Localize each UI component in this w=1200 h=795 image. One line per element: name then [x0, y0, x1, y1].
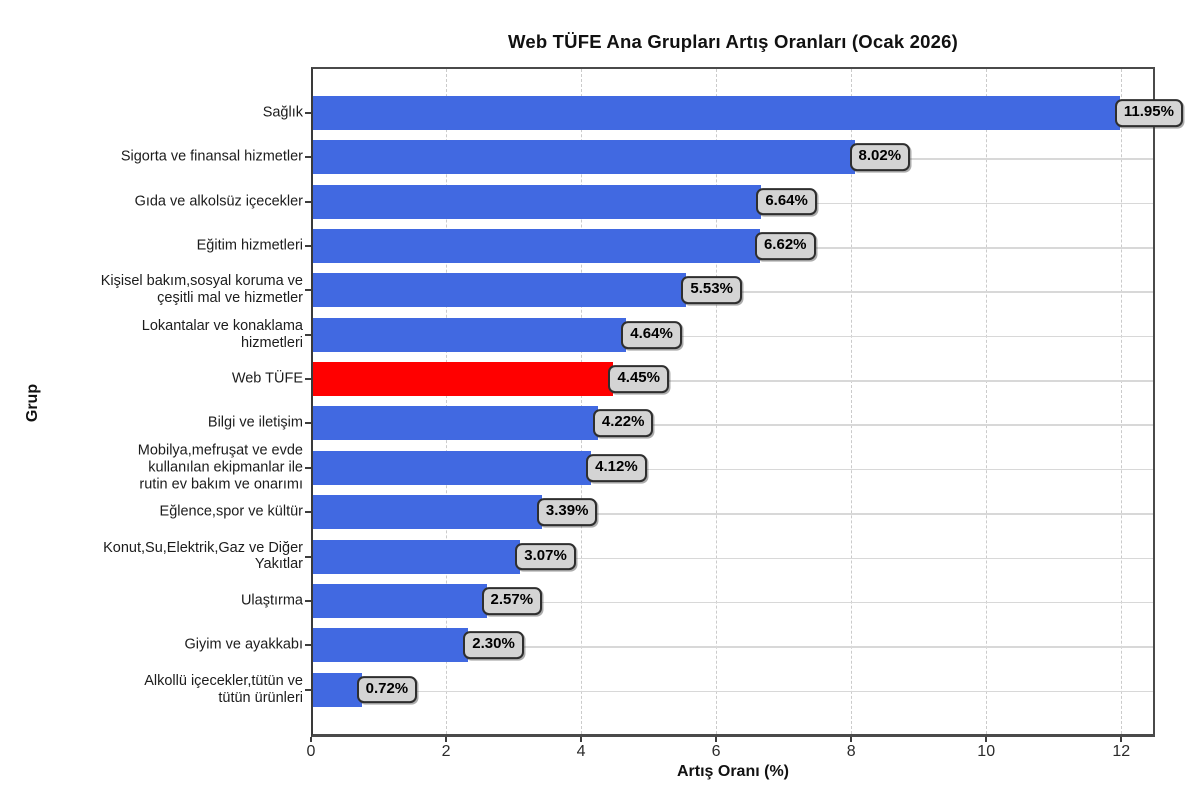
- bar: [313, 406, 598, 441]
- category-label: Eğlence,spor ve kültür: [159, 503, 303, 520]
- x-tick-label: 0: [306, 743, 316, 760]
- highlight-bar: [313, 362, 614, 397]
- bar-value-chip: 6.64%: [756, 187, 817, 216]
- bar-value-chip: 4.45%: [608, 365, 669, 393]
- h-gridline: [313, 601, 1153, 604]
- h-gridline: [313, 646, 1153, 648]
- v-gridline: [851, 69, 853, 734]
- x-tick-label: 4: [576, 743, 586, 760]
- bar-value-chip: 3.07%: [515, 542, 576, 571]
- x-tick-label: 8: [846, 743, 856, 760]
- y-tick-mark: [305, 688, 311, 691]
- y-tick-mark: [305, 599, 311, 602]
- category-label: Web TÜFE: [231, 370, 303, 387]
- plot-area: 11.95% 8.02% 6.64% 6.62% 5.53% 4.64% 4.45% 4.22…: [311, 67, 1183, 737]
- x-tick-mark: [1120, 737, 1123, 742]
- x-tick-mark: [445, 737, 448, 742]
- category-label: Sigorta ve finansal hizmetler: [120, 148, 303, 165]
- y-tick-mark: [305, 378, 311, 381]
- bar: [313, 273, 687, 308]
- bar-value-chip: 11.95%: [1114, 99, 1183, 127]
- y-tick-mark: [305, 245, 311, 248]
- bar: [313, 317, 627, 352]
- x-tick-mark: [580, 737, 583, 742]
- v-gridline: [446, 69, 448, 734]
- h-gridline: [313, 557, 1153, 559]
- category-label: Mobilya,mefruşat ve evde kullanılan ekip…: [137, 442, 303, 493]
- bar-value-chip: 4.64%: [621, 320, 682, 349]
- category-label: Giyim ve ayakkabı: [184, 636, 303, 653]
- h-gridline: [313, 468, 1153, 471]
- x-tick-label: 10: [977, 743, 996, 760]
- x-tick-mark: [715, 737, 718, 742]
- x-axis-label: Artış Oranı (%): [676, 763, 789, 780]
- bar-value-chip: 3.39%: [536, 498, 598, 527]
- h-gridline: [313, 513, 1153, 515]
- category-label: Sağlık: [262, 104, 303, 121]
- bar-value-chip: 8.02%: [849, 143, 911, 172]
- y-tick-mark: [305, 156, 311, 159]
- category-label: Alkollü içecekler,tütün ve tütün ürünler…: [144, 672, 303, 706]
- x-tick-mark: [310, 737, 312, 742]
- bar: [313, 672, 362, 707]
- bar-value-chip: 4.12%: [586, 453, 647, 482]
- category-label: Konut,Su,Elektrik,Gaz ve Diğer Yakıtlar: [103, 539, 303, 573]
- chart-title: Web TÜFE Ana Grupları Artış Oranları (Oc…: [508, 31, 958, 52]
- x-tick-mark: [985, 737, 988, 742]
- x-tick-mark: [850, 737, 853, 742]
- y-tick-mark: [305, 333, 311, 336]
- y-tick-mark: [305, 112, 311, 114]
- y-tick-mark: [305, 511, 311, 514]
- bar-value-chip: 2.30%: [463, 631, 524, 660]
- y-tick-mark: [305, 555, 311, 558]
- category-label: Bilgi ve iletişim: [207, 414, 303, 431]
- bar: [313, 229, 760, 264]
- h-gridline: [313, 690, 1153, 693]
- bar: [313, 96, 1120, 130]
- bar-value-chip: 2.57%: [481, 586, 543, 615]
- v-gridline: [1121, 69, 1123, 734]
- bar-value-chip: 5.53%: [681, 276, 742, 305]
- y-tick-mark: [305, 200, 311, 203]
- y-tick-mark: [305, 289, 311, 292]
- x-tick-label: 12: [1112, 743, 1131, 760]
- y-tick-mark: [305, 644, 311, 647]
- bar: [313, 583, 487, 618]
- y-tick-mark: [305, 466, 311, 469]
- bar: [313, 495, 542, 530]
- category-label: Lokantalar ve konaklama hizmetleri: [141, 317, 303, 351]
- v-gridline: [581, 69, 583, 734]
- bar: [313, 140, 855, 175]
- h-gridline: [313, 335, 1153, 338]
- x-tick-label: 2: [441, 743, 451, 760]
- bar: [313, 539, 521, 574]
- x-tick-label: 6: [711, 743, 721, 760]
- bar-value-chip: 4.22%: [592, 409, 654, 438]
- y-tick-mark: [305, 422, 311, 425]
- category-label: Eğitim hizmetleri: [196, 237, 303, 254]
- bar-value-chip: 6.62%: [754, 232, 816, 260]
- bar: [313, 450, 592, 485]
- h-gridline: [313, 424, 1153, 426]
- bar-value-chip: 0.72%: [356, 675, 418, 704]
- v-gridline: [986, 69, 988, 734]
- bar: [313, 628, 469, 663]
- h-gridline: [313, 380, 1153, 382]
- category-label: Gıda ve alkolsüz içecekler: [134, 193, 303, 210]
- category-label: Kişisel bakım,sosyal koruma ve çeşitli m…: [100, 273, 303, 307]
- v-gridline: [716, 69, 718, 734]
- category-label: Ulaştırma: [240, 592, 303, 609]
- bar: [313, 184, 762, 219]
